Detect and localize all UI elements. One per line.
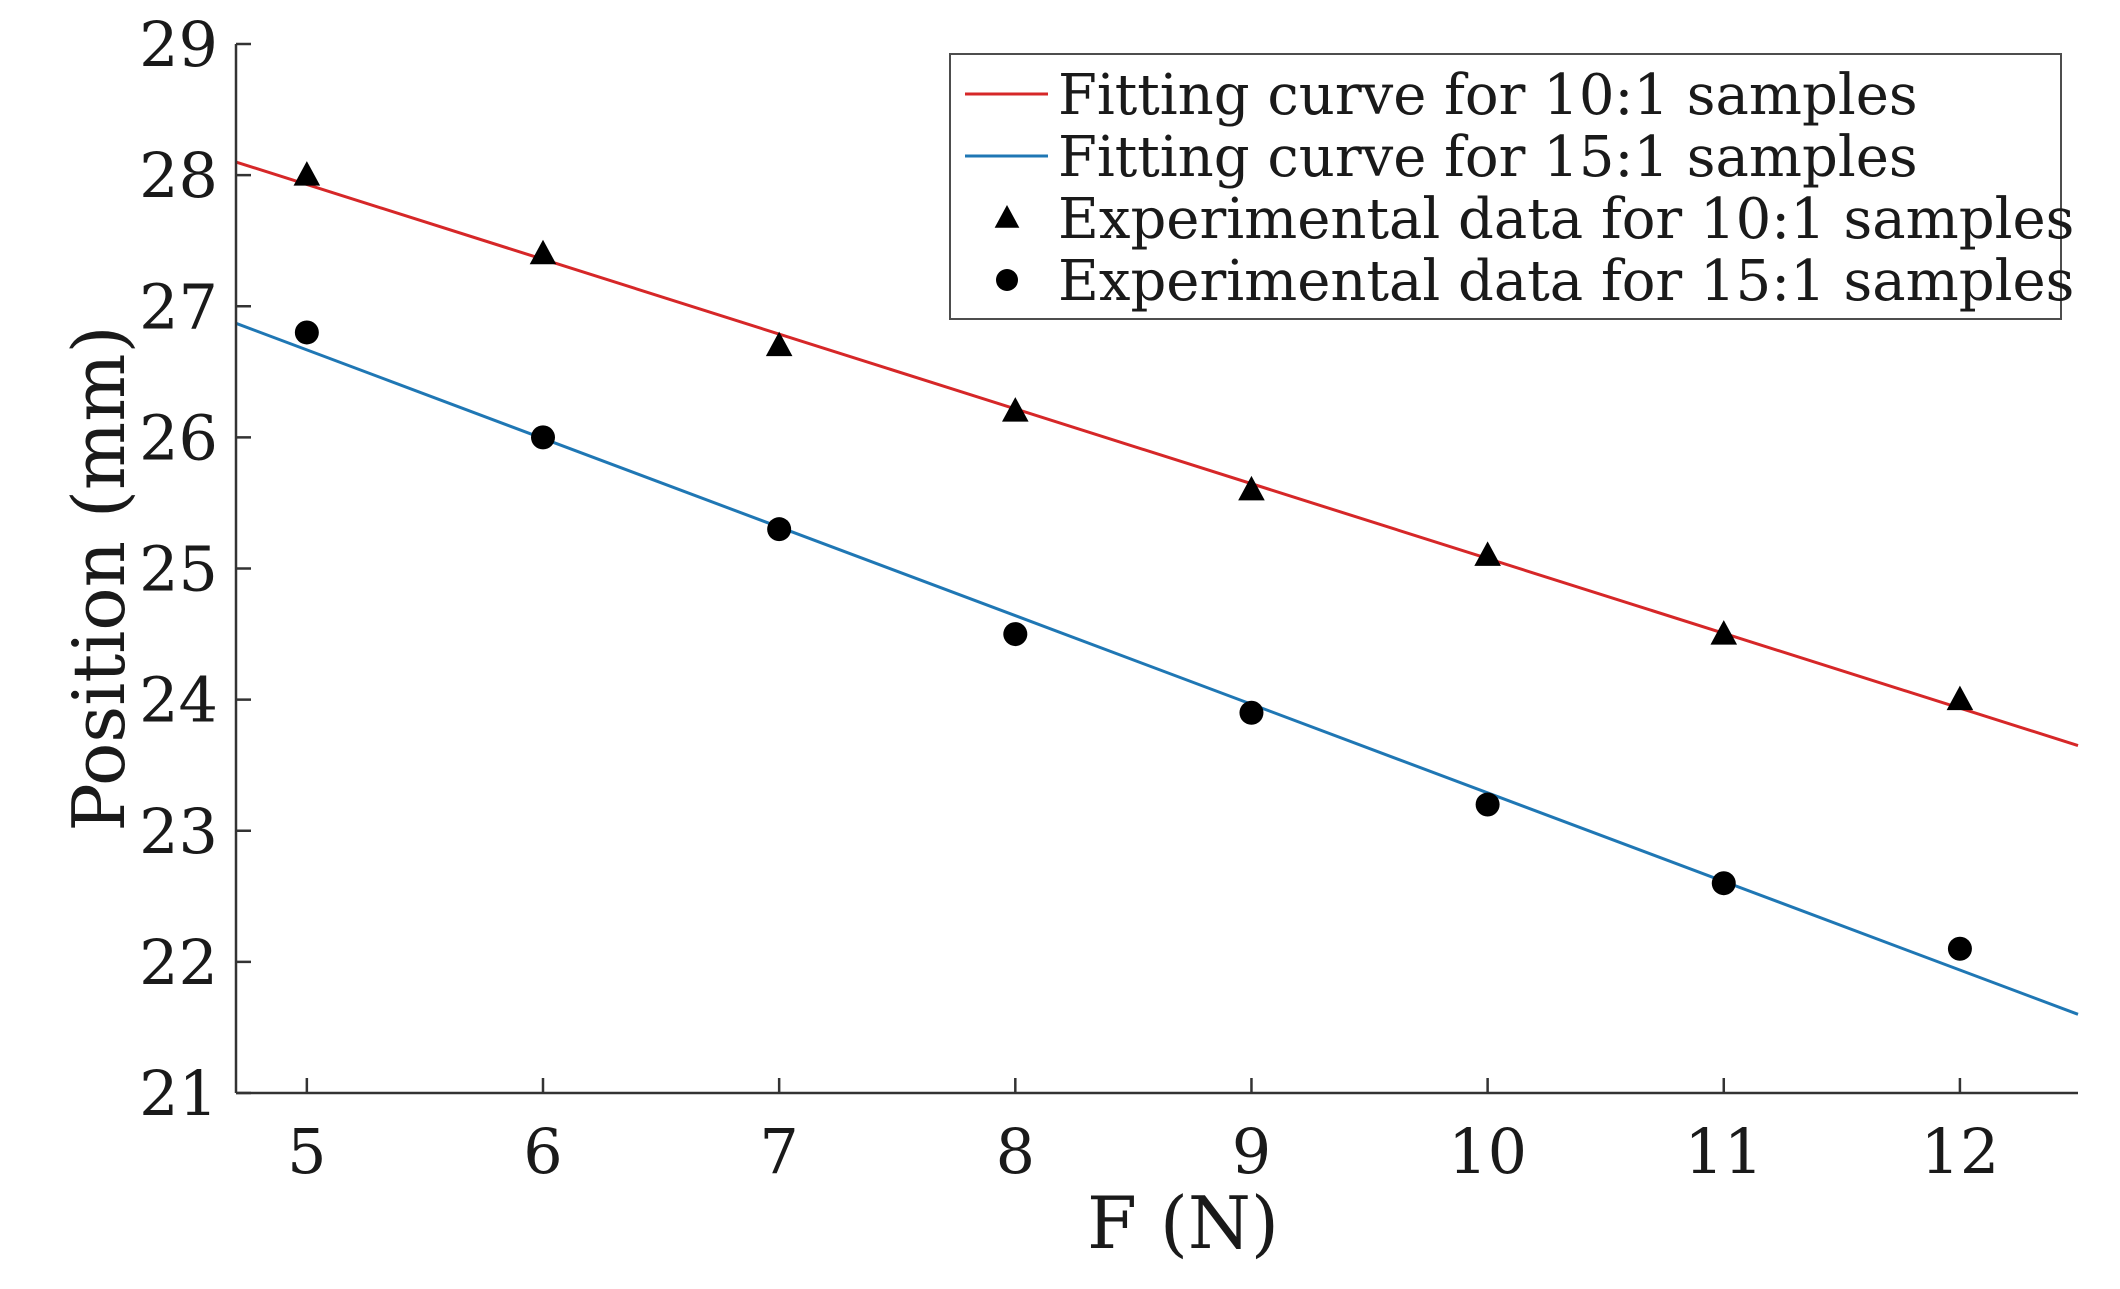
data-point-triangle bbox=[1474, 541, 1501, 566]
x-tick-label: 11 bbox=[1684, 1115, 1763, 1188]
legend-circle-swatch bbox=[996, 269, 1018, 291]
legend-label: Fitting curve for 10:1 samples bbox=[1058, 63, 1918, 128]
data-point-triangle bbox=[529, 239, 557, 265]
data-point-circle bbox=[1239, 700, 1264, 725]
data-point-circle bbox=[1711, 871, 1736, 896]
y-tick-label: 28 bbox=[139, 139, 218, 212]
x-tick-label: 5 bbox=[287, 1115, 326, 1188]
data-point-triangle bbox=[1002, 397, 1029, 422]
data-point-triangle bbox=[1946, 685, 1974, 711]
y-tick-label: 29 bbox=[139, 8, 218, 81]
data-point-circle bbox=[1475, 792, 1500, 817]
y-tick-label: 26 bbox=[139, 401, 218, 474]
y-tick-label: 23 bbox=[139, 795, 218, 868]
legend-box bbox=[949, 53, 2062, 320]
data-point-circle bbox=[1947, 936, 1972, 961]
data-point-triangle bbox=[293, 161, 321, 186]
data-point-circle bbox=[767, 517, 792, 542]
x-tick-label: 8 bbox=[996, 1115, 1035, 1188]
data-point-circle bbox=[294, 320, 319, 345]
axes: 5 6 7 8 9 10 11 12 21 22 23 24 25 26 27 28 29 bbox=[139, 8, 2078, 1188]
x-tick-label: 9 bbox=[1232, 1115, 1271, 1188]
fit-line bbox=[235, 321, 2079, 1016]
y-tick-label: 25 bbox=[139, 533, 218, 606]
x-axis-title: F (N) bbox=[1087, 1181, 1279, 1265]
x-axis-ticks: 5 6 7 8 9 10 11 12 bbox=[287, 1078, 1999, 1188]
x-tick-label: 12 bbox=[1920, 1115, 1999, 1188]
y-axis-title: Position (mm) bbox=[57, 325, 141, 831]
y-tick-label: 24 bbox=[139, 664, 218, 737]
data-point-circle bbox=[531, 425, 555, 450]
x-tick-label: 7 bbox=[759, 1115, 798, 1188]
plot-area bbox=[235, 160, 2079, 1016]
y-tick-label: 21 bbox=[139, 1057, 218, 1130]
data-point-circle bbox=[1003, 622, 1028, 647]
data-point-triangle bbox=[765, 331, 793, 357]
y-axis-ticks: 21 22 23 24 25 26 27 28 29 bbox=[139, 8, 251, 1130]
data-point-triangle bbox=[1238, 475, 1265, 501]
legend-label: Fitting curve for 15:1 samples bbox=[1058, 125, 1918, 190]
x-tick-label: 10 bbox=[1448, 1115, 1527, 1188]
legend-label: Experimental data for 10:1 samples bbox=[1058, 187, 2074, 252]
legend-label: Experimental data for 15:1 samples bbox=[1058, 249, 2074, 314]
data-point-triangle bbox=[1710, 620, 1738, 645]
legend-triangle-swatch bbox=[994, 205, 1020, 228]
y-tick-label: 27 bbox=[139, 270, 218, 343]
y-tick-label: 22 bbox=[139, 926, 218, 999]
x-tick-label: 6 bbox=[523, 1115, 562, 1188]
